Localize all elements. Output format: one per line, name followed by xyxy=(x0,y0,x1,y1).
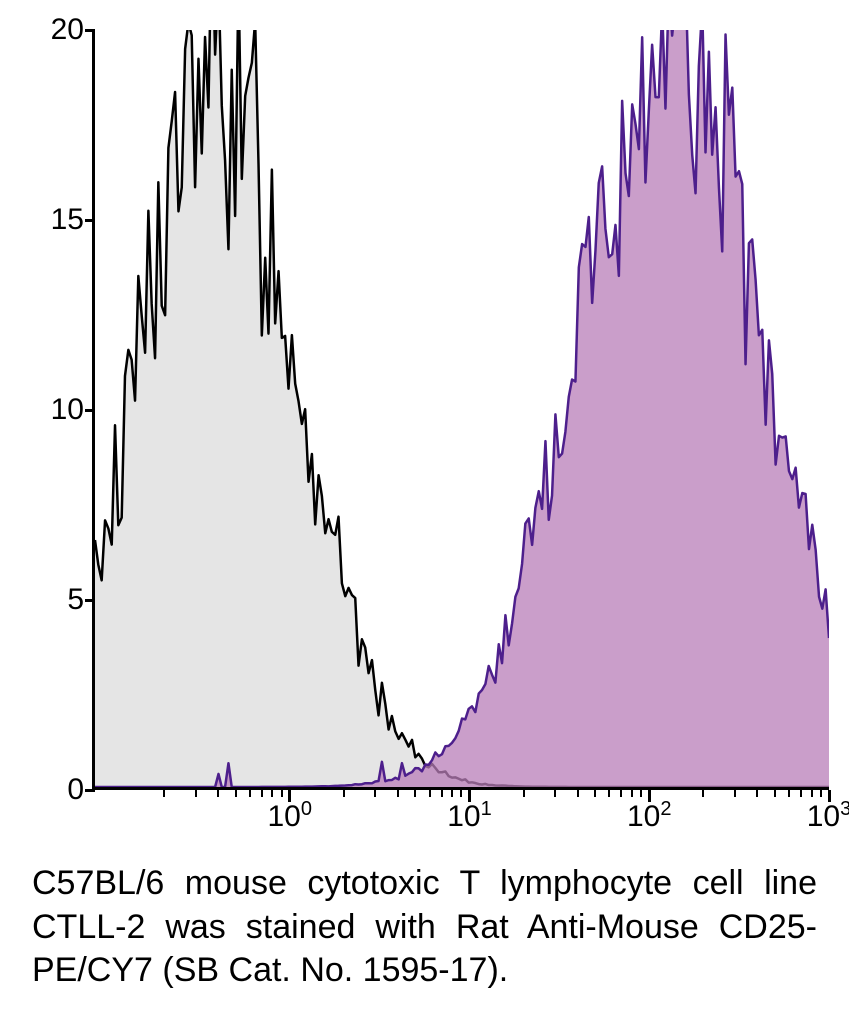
x-minor-tick xyxy=(774,790,776,797)
plot-area xyxy=(92,30,829,790)
x-minor-tick xyxy=(235,790,237,797)
figure-caption: C57BL/6 mouse cytotoxic T lymphocyte cel… xyxy=(32,862,817,993)
x-minor-tick xyxy=(343,790,345,797)
x-tick-label: 100 xyxy=(267,798,312,834)
y-tick-label: 20 xyxy=(51,13,84,47)
x-minor-tick xyxy=(429,790,431,797)
flow-cytometry-histogram: 05101520 100101102103 xyxy=(20,20,829,840)
x-minor-tick xyxy=(281,790,283,797)
x-minor-tick xyxy=(249,790,251,797)
x-major-tick xyxy=(288,790,291,802)
x-minor-tick xyxy=(217,790,219,797)
x-major-tick xyxy=(468,790,471,802)
x-tick-label: 101 xyxy=(447,798,492,834)
x-minor-tick xyxy=(608,790,610,797)
y-tick-label: 10 xyxy=(51,393,84,427)
x-tick-label: 102 xyxy=(627,798,672,834)
x-minor-tick xyxy=(756,790,758,797)
x-minor-tick xyxy=(554,790,556,797)
x-minor-tick xyxy=(640,790,642,797)
x-minor-tick xyxy=(460,790,462,797)
x-major-tick xyxy=(648,790,651,802)
x-minor-tick xyxy=(261,790,263,797)
y-tick-label: 5 xyxy=(67,583,84,617)
x-minor-tick xyxy=(397,790,399,797)
x-minor-tick xyxy=(631,790,633,797)
x-minor-tick xyxy=(734,790,736,797)
x-minor-tick xyxy=(577,790,579,797)
x-minor-tick xyxy=(163,790,165,797)
y-tick-label: 0 xyxy=(67,773,84,807)
x-minor-tick xyxy=(271,790,273,797)
x-minor-tick xyxy=(441,790,443,797)
y-tick-mark xyxy=(85,789,95,792)
x-minor-tick xyxy=(374,790,376,797)
y-tick-mark xyxy=(85,29,95,32)
x-minor-tick xyxy=(820,790,822,797)
y-tick-mark xyxy=(85,219,95,222)
x-minor-tick xyxy=(620,790,622,797)
y-tick-mark xyxy=(85,599,95,602)
x-minor-tick xyxy=(800,790,802,797)
x-minor-tick xyxy=(788,790,790,797)
x-minor-tick xyxy=(195,790,197,797)
x-minor-tick xyxy=(702,790,704,797)
y-tick-mark xyxy=(85,409,95,412)
x-minor-tick xyxy=(594,790,596,797)
y-tick-label: 15 xyxy=(51,203,84,237)
x-tick-label: 103 xyxy=(807,798,849,834)
x-major-tick xyxy=(828,790,831,802)
x-minor-tick xyxy=(414,790,416,797)
x-minor-tick xyxy=(811,790,813,797)
x-minor-tick xyxy=(451,790,453,797)
histogram-svg xyxy=(95,30,829,787)
x-minor-tick xyxy=(523,790,525,797)
